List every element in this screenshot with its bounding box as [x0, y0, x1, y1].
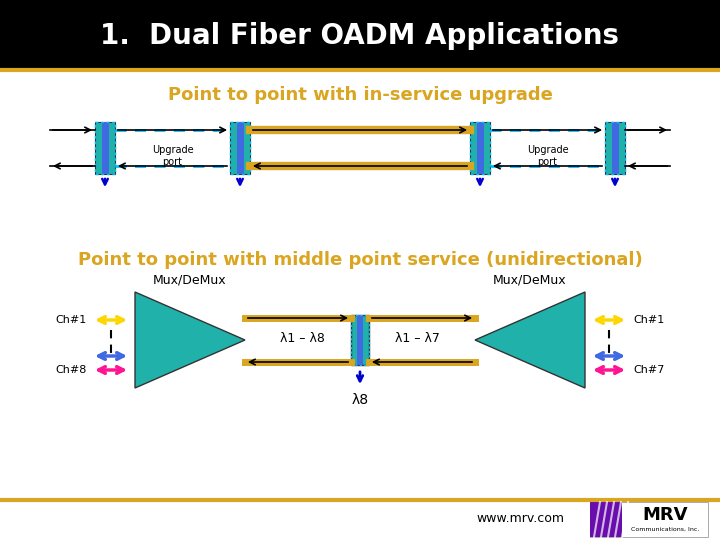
Bar	[611, 122, 618, 174]
Polygon shape	[475, 292, 585, 388]
Text: Ch#1: Ch#1	[55, 315, 87, 325]
Text: Mux/DeMux: Mux/DeMux	[153, 273, 227, 287]
Text: www.mrv.com: www.mrv.com	[476, 511, 564, 524]
Bar	[230, 122, 250, 174]
Bar	[351, 315, 369, 365]
Polygon shape	[135, 292, 245, 388]
Text: Ch#7: Ch#7	[633, 365, 665, 375]
Bar	[470, 122, 490, 174]
Text: Upgrade
port: Upgrade port	[527, 145, 568, 167]
Bar	[351, 315, 369, 365]
Text: Point to point with in-service upgrade: Point to point with in-service upgrade	[168, 86, 552, 104]
Text: Communications, Inc.: Communications, Inc.	[631, 527, 699, 532]
Text: Upgrade
port: Upgrade port	[152, 145, 193, 167]
Bar	[0, 0, 720, 68]
Text: Point to point with middle point service (unidirectional): Point to point with middle point service…	[78, 251, 642, 269]
Text: Ch#1: Ch#1	[633, 315, 665, 325]
Bar	[95, 122, 115, 174]
Bar	[590, 502, 708, 537]
Text: MRV: MRV	[642, 507, 688, 524]
Bar	[470, 122, 490, 174]
Bar	[102, 122, 109, 174]
Text: Ch#8: Ch#8	[55, 365, 87, 375]
Bar	[605, 122, 625, 174]
Bar	[357, 315, 363, 365]
Bar	[477, 122, 484, 174]
Text: 1.  Dual Fiber OADM Applications: 1. Dual Fiber OADM Applications	[101, 22, 619, 50]
Text: Mux/DeMux: Mux/DeMux	[493, 273, 567, 287]
Bar	[605, 122, 625, 174]
Bar	[236, 122, 243, 174]
Bar	[95, 122, 115, 174]
Bar	[590, 502, 622, 537]
Text: λ8: λ8	[351, 393, 369, 407]
Text: λ1 – λ7: λ1 – λ7	[395, 332, 440, 345]
Text: λ1 – λ8: λ1 – λ8	[280, 332, 325, 345]
Bar	[230, 122, 250, 174]
